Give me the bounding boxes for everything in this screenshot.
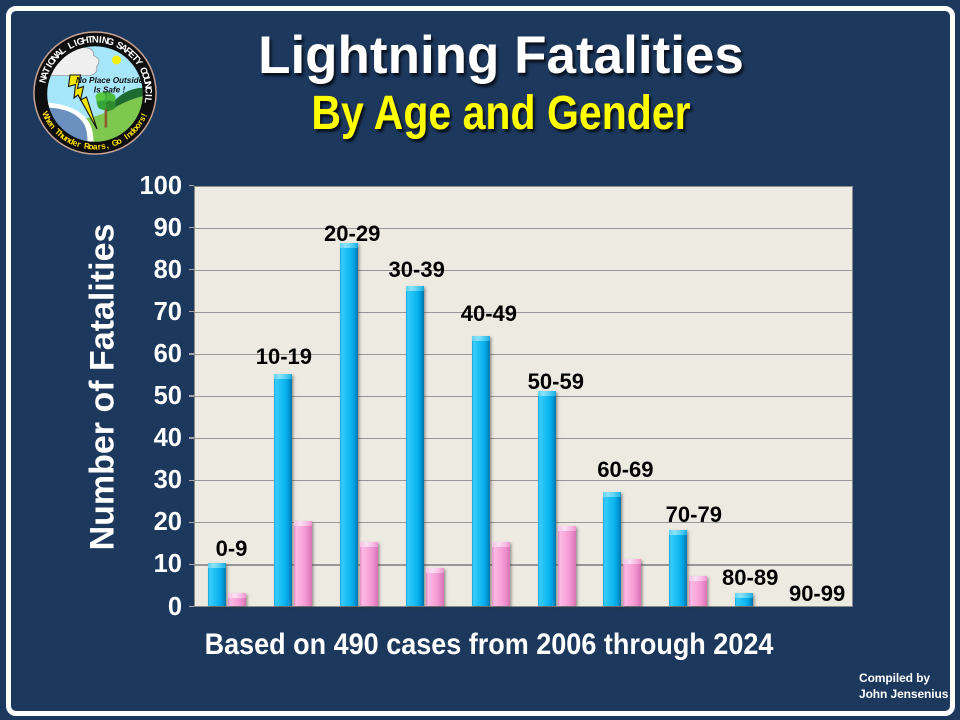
svg-text:R: R [83, 141, 90, 152]
svg-text:C: C [137, 66, 150, 77]
svg-text:o: o [130, 123, 141, 133]
svg-text:L: L [57, 45, 68, 57]
svg-text:d: d [127, 126, 138, 137]
svg-text:U: U [140, 76, 152, 85]
svg-text:a: a [93, 141, 98, 151]
svg-text:h: h [56, 129, 66, 140]
svg-text:No Place Outside: No Place Outside [76, 76, 144, 85]
svg-text:r: r [97, 141, 102, 151]
svg-text:F: F [122, 45, 134, 57]
svg-text:C: C [142, 87, 153, 95]
svg-text:G: G [75, 36, 85, 49]
svg-text:A: A [39, 70, 52, 80]
svg-text:n: n [63, 134, 72, 145]
svg-text:I: I [44, 62, 55, 70]
svg-text:L: L [66, 39, 76, 52]
svg-text:r: r [135, 117, 146, 126]
svg-text:r: r [76, 139, 83, 150]
svg-text:W: W [40, 110, 52, 121]
svg-text:A: A [118, 42, 130, 55]
svg-text:d: d [67, 135, 76, 146]
svg-text:N: N [38, 75, 50, 85]
svg-text:N: N [101, 35, 110, 47]
svg-text:,: , [105, 140, 110, 150]
svg-text:T: T [53, 126, 64, 137]
svg-text:h: h [43, 114, 54, 123]
svg-text:I: I [122, 132, 130, 142]
svg-text:O: O [139, 70, 152, 81]
svg-text:e: e [45, 118, 56, 128]
svg-text:N: N [92, 34, 99, 45]
svg-text:o: o [114, 135, 123, 146]
svg-text:L: L [142, 97, 154, 104]
svg-text:G: G [105, 36, 115, 49]
svg-text:H: H [81, 35, 90, 47]
svg-text:s: s [100, 141, 106, 152]
svg-text:S: S [114, 40, 125, 53]
svg-text:n: n [47, 121, 58, 131]
svg-text:I: I [98, 35, 102, 46]
svg-text:I: I [142, 94, 153, 97]
svg-text:T: T [87, 34, 94, 45]
svg-text:!: ! [139, 112, 149, 119]
svg-text:u: u [59, 131, 69, 142]
svg-text:I: I [73, 38, 79, 49]
svg-text:T: T [41, 65, 54, 75]
svg-text:T: T [129, 53, 141, 65]
svg-text:G: G [110, 137, 120, 149]
svg-text:N: N [142, 81, 154, 90]
svg-text:n: n [124, 129, 134, 140]
svg-text:o: o [88, 141, 94, 151]
svg-text:Is Safe !: Is Safe ! [94, 86, 126, 95]
svg-text:o: o [132, 120, 143, 130]
svg-text:e: e [71, 137, 79, 148]
svg-text:s: s [136, 114, 147, 123]
